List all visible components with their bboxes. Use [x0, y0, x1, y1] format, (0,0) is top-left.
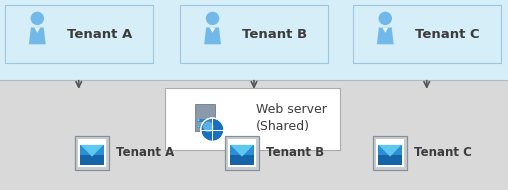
Circle shape	[201, 118, 224, 142]
Bar	[373, 136, 407, 170]
Polygon shape	[204, 28, 221, 44]
Polygon shape	[29, 28, 46, 44]
Text: Tenant C: Tenant C	[415, 28, 480, 40]
Bar	[0, 0, 508, 80]
Circle shape	[203, 122, 213, 132]
Bar	[353, 5, 501, 63]
Text: Tenant B: Tenant B	[266, 146, 324, 159]
Bar	[75, 136, 109, 170]
Circle shape	[378, 12, 392, 25]
Bar	[373, 136, 407, 170]
Bar	[195, 104, 215, 131]
Polygon shape	[34, 28, 40, 33]
Bar	[225, 136, 259, 170]
Bar	[376, 139, 403, 167]
Polygon shape	[80, 145, 104, 157]
Bar	[0, 80, 508, 190]
Text: Web server
(Shared): Web server (Shared)	[256, 103, 327, 133]
Bar	[378, 155, 401, 165]
Text: Tenant A: Tenant A	[116, 146, 174, 159]
Bar	[231, 155, 253, 165]
Text: Tenant B: Tenant B	[242, 28, 307, 40]
Bar	[225, 136, 259, 170]
Polygon shape	[209, 28, 215, 33]
Bar	[165, 88, 340, 150]
Text: Tenant C: Tenant C	[414, 146, 472, 159]
Circle shape	[197, 125, 200, 127]
Bar	[80, 155, 104, 165]
Polygon shape	[377, 28, 394, 44]
Circle shape	[197, 119, 200, 121]
Bar	[75, 136, 109, 170]
Bar	[231, 145, 253, 155]
Bar	[78, 139, 106, 167]
Circle shape	[206, 12, 219, 25]
Bar	[197, 125, 213, 128]
Bar	[5, 5, 153, 63]
Bar	[378, 145, 401, 155]
Bar	[80, 145, 104, 155]
Bar	[229, 139, 256, 167]
Polygon shape	[382, 28, 388, 33]
Polygon shape	[231, 145, 253, 157]
Bar	[197, 119, 213, 122]
Text: Tenant A: Tenant A	[67, 28, 132, 40]
Circle shape	[30, 12, 44, 25]
Polygon shape	[378, 145, 401, 157]
Bar	[180, 5, 328, 63]
